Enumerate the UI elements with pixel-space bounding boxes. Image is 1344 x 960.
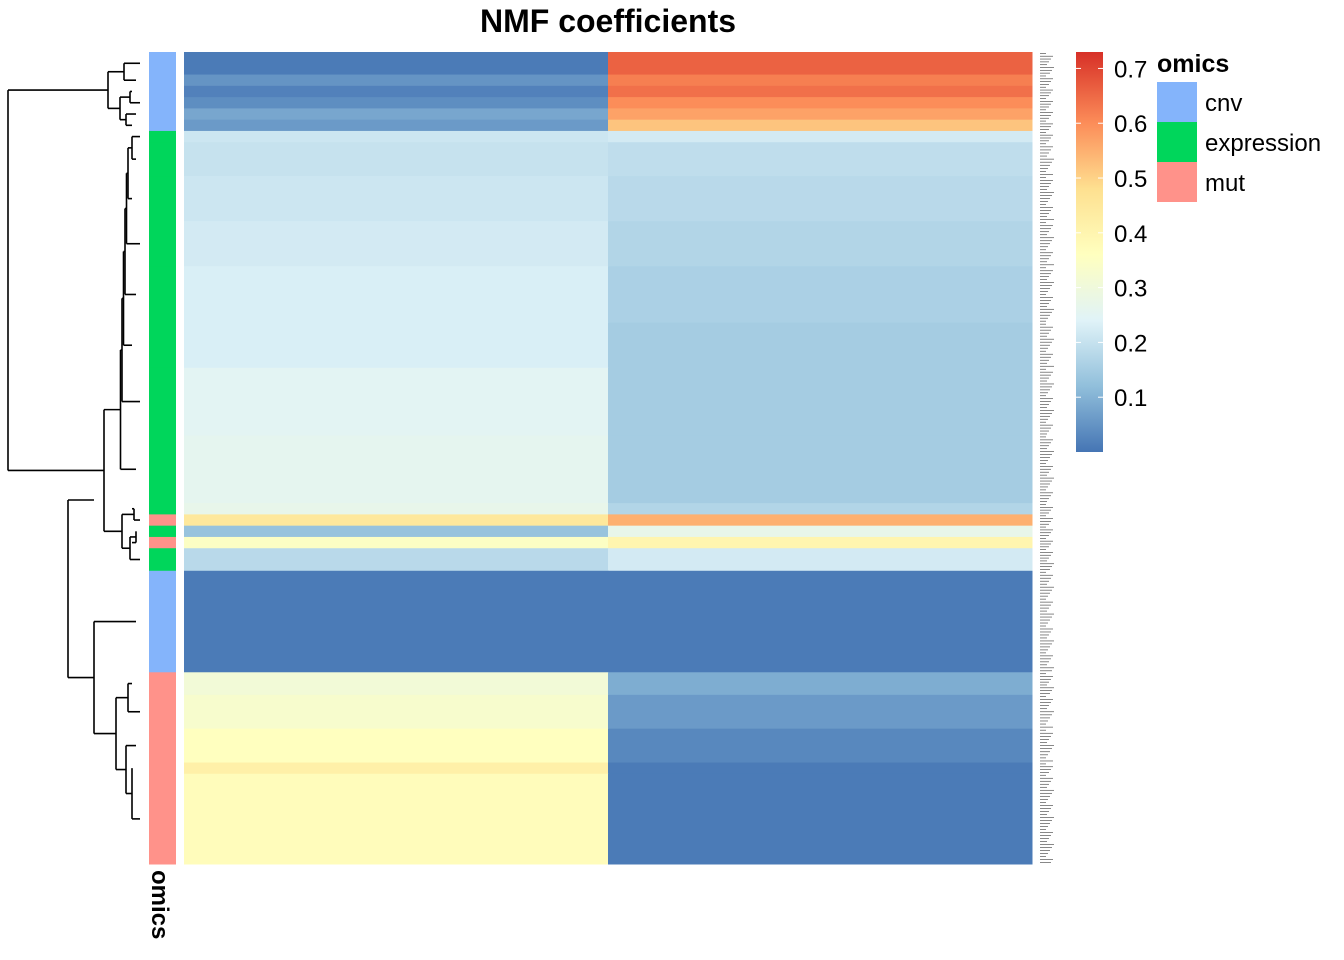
heatmap-cell bbox=[608, 85, 1033, 98]
legend-swatch-mut bbox=[1157, 162, 1197, 202]
annotation-cell-mut bbox=[149, 773, 176, 865]
annotation-cell-expression bbox=[149, 503, 176, 515]
heatmap-cell bbox=[184, 672, 609, 696]
heatmap-cell bbox=[184, 108, 609, 121]
heatmap-cell bbox=[608, 108, 1033, 121]
annotation-cell-mut bbox=[149, 728, 176, 763]
legend-label-mut: mut bbox=[1205, 170, 1245, 197]
omics-annotation-track bbox=[149, 52, 176, 865]
heatmap-cell bbox=[608, 266, 1033, 324]
chart-title: NMF coefficients bbox=[480, 3, 736, 39]
heatmap-cell bbox=[608, 773, 1033, 865]
annotation-track-label: omics bbox=[146, 870, 173, 939]
color-scale-bar bbox=[1076, 52, 1103, 452]
heatmap-cell bbox=[608, 176, 1033, 222]
heatmap-cell bbox=[608, 130, 1033, 143]
heatmap-cell bbox=[184, 52, 609, 76]
color-scale-legend: 0.1 0.2 0.3 0.4 0.5 0.6 0.7 bbox=[1076, 52, 1147, 452]
heatmap-cell bbox=[608, 728, 1033, 763]
heatmap-cell bbox=[184, 536, 609, 549]
heatmap-cell bbox=[184, 514, 609, 527]
heatmap-cell bbox=[184, 97, 609, 109]
heatmap-cell bbox=[184, 322, 609, 369]
heatmap-cell bbox=[608, 119, 1033, 132]
heatmap-cell bbox=[184, 503, 609, 515]
annotation-cell-mut bbox=[149, 672, 176, 696]
color-scale-tick-label: 0.2 bbox=[1114, 330, 1147, 357]
heatmap-cell bbox=[608, 762, 1033, 775]
heatmap-cell bbox=[184, 176, 609, 222]
annotation-cell-expression bbox=[149, 525, 176, 538]
legend-label-expression: expression bbox=[1205, 130, 1321, 157]
heatmap-cell bbox=[608, 525, 1033, 538]
heatmap-cell bbox=[184, 525, 609, 538]
heatmap-cell bbox=[184, 221, 609, 267]
heatmap-cell bbox=[608, 367, 1033, 436]
annotation-cell-cnv bbox=[149, 52, 176, 76]
heatmap-cell bbox=[184, 694, 609, 730]
annotation-cell-cnv bbox=[149, 108, 176, 121]
heatmap-cell bbox=[608, 503, 1033, 515]
color-scale-tick-label: 0.1 bbox=[1114, 385, 1147, 412]
annotation-cell-cnv bbox=[149, 74, 176, 87]
annotation-cell-mut bbox=[149, 536, 176, 549]
color-scale-tick-label: 0.6 bbox=[1114, 111, 1147, 138]
annotation-cell-expression bbox=[149, 266, 176, 324]
annotation-cell-cnv bbox=[149, 97, 176, 109]
heatmap-cell bbox=[608, 142, 1033, 177]
annotation-cell-expression bbox=[149, 322, 176, 369]
heatmap-cell bbox=[608, 52, 1033, 76]
heatmap-cell bbox=[608, 74, 1033, 87]
row-labels bbox=[1040, 53, 1054, 863]
heatmap-cell bbox=[184, 367, 609, 436]
omics-legend: omics cnv expression mut bbox=[1157, 50, 1321, 202]
color-scale-tick-label: 0.7 bbox=[1114, 56, 1147, 83]
heatmap-cell bbox=[184, 130, 609, 143]
legend-swatch-cnv bbox=[1157, 82, 1197, 122]
color-scale-tick-label: 0.4 bbox=[1114, 221, 1147, 248]
row-dendrogram bbox=[7, 62, 140, 820]
heatmap-cell bbox=[184, 119, 609, 132]
heatmap-cell bbox=[184, 570, 609, 673]
heatmap-cell bbox=[184, 142, 609, 177]
heatmap-cell bbox=[608, 322, 1033, 369]
heatmap-cell bbox=[608, 514, 1033, 527]
heatmap-cell bbox=[608, 672, 1033, 696]
annotation-cell-expression bbox=[149, 130, 176, 143]
color-scale-tick-label: 0.3 bbox=[1114, 276, 1147, 303]
legend-title: omics bbox=[1157, 50, 1229, 78]
heatmap-cell bbox=[608, 435, 1033, 504]
annotation-cell-mut bbox=[149, 762, 176, 775]
annotation-cell-expression bbox=[149, 435, 176, 504]
heatmap-cell bbox=[184, 762, 609, 775]
annotation-cell-cnv bbox=[149, 119, 176, 132]
heatmap-cell bbox=[184, 728, 609, 763]
annotation-cell-expression bbox=[149, 221, 176, 267]
annotation-cell-expression bbox=[149, 176, 176, 222]
legend-label-cnv: cnv bbox=[1205, 90, 1242, 117]
annotation-cell-cnv bbox=[149, 570, 176, 673]
annotation-cell-mut bbox=[149, 514, 176, 527]
heatmap-cell bbox=[184, 773, 609, 865]
heatmap-cell bbox=[184, 74, 609, 87]
heatmap-cell bbox=[608, 97, 1033, 109]
heatmap-cell bbox=[184, 266, 609, 324]
annotation-cell-cnv bbox=[149, 85, 176, 98]
heatmap-cells bbox=[184, 52, 1033, 865]
heatmap-cell bbox=[608, 548, 1033, 572]
annotation-cell-expression bbox=[149, 367, 176, 436]
heatmap-cell bbox=[608, 570, 1033, 673]
heatmap-cell bbox=[184, 435, 609, 504]
heatmap-cell bbox=[184, 548, 609, 572]
annotation-cell-expression bbox=[149, 548, 176, 572]
color-scale-tick-label: 0.5 bbox=[1114, 166, 1147, 193]
annotation-cell-expression bbox=[149, 142, 176, 177]
heatmap-cell bbox=[608, 694, 1033, 730]
heatmap-cell bbox=[184, 85, 609, 98]
legend-swatch-expression bbox=[1157, 122, 1197, 162]
annotation-cell-mut bbox=[149, 694, 176, 730]
heatmap-cell bbox=[608, 221, 1033, 267]
heatmap-cell bbox=[608, 536, 1033, 549]
